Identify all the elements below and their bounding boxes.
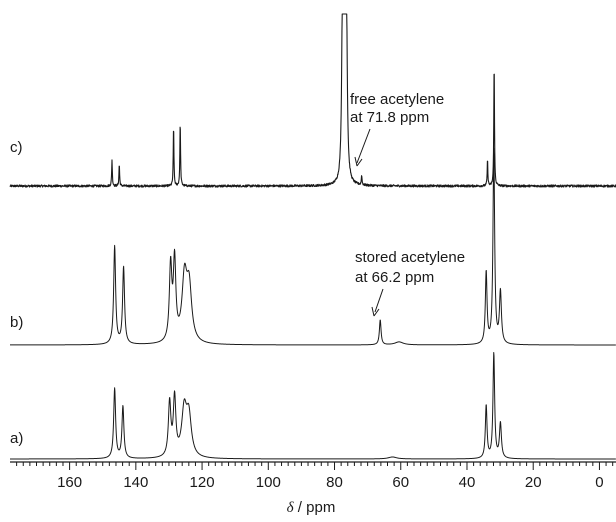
trace-label-b: b) xyxy=(10,314,23,331)
annotation-free-acetylene-line1: free acetylene xyxy=(350,91,444,108)
spectrum-trace-c xyxy=(9,13,616,188)
x-axis-label-unit: / ppm xyxy=(294,499,336,516)
annotation-stored-acetylene-line2: at 66.2 ppm xyxy=(355,269,434,286)
x-tick-label: 80 xyxy=(326,474,343,491)
annotation-free-acetylene-arrow xyxy=(354,128,371,167)
trace-label-a: a) xyxy=(10,430,23,447)
x-tick-label: 140 xyxy=(123,474,148,491)
annotation-stored-acetylene-arrow xyxy=(371,288,384,317)
x-tick-label: 20 xyxy=(525,474,542,491)
x-tick-label: 160 xyxy=(57,474,82,491)
x-axis-label-symbol: δ xyxy=(287,500,295,516)
x-tick-label: 40 xyxy=(459,474,476,491)
x-axis-label: δ / ppm xyxy=(287,499,336,516)
x-tick-label: 100 xyxy=(256,474,281,491)
spectrum-trace-a xyxy=(9,352,616,460)
x-tick-label: 120 xyxy=(190,474,215,491)
spectrum-trace-b xyxy=(9,147,616,346)
trace-label-c: c) xyxy=(10,139,23,156)
x-tick-label: 60 xyxy=(392,474,409,491)
annotation-free-acetylene-line2: at 71.8 ppm xyxy=(350,109,429,126)
annotation-stored-acetylene-line1: stored acetylene xyxy=(355,249,465,266)
x-tick-label: 0 xyxy=(595,474,603,491)
x-axis-ticks: 160 140 120 100 80 60 40 20 0 xyxy=(16,462,614,491)
